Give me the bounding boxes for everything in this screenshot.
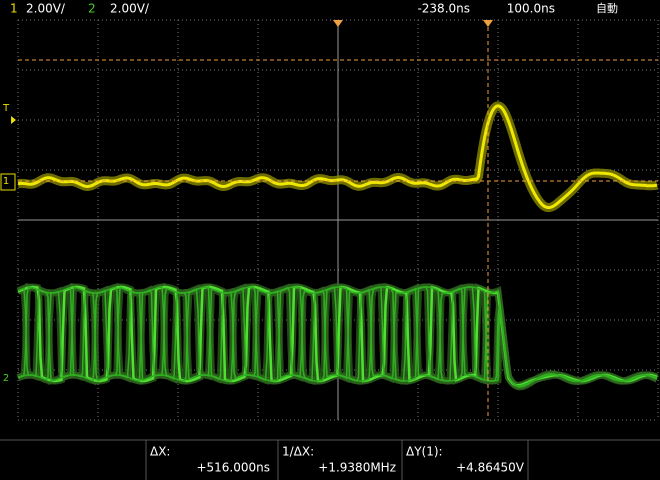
trigger-marker (11, 116, 16, 124)
waveforms (16, 101, 659, 391)
ch1-marker (0, 173, 16, 191)
measurements: ΔX: +516.000ns 1/ΔX: +1.9380MHz ΔY(1): +4.864… (145, 440, 529, 480)
acquire-mode[interactable]: 自動 (596, 1, 618, 15)
ch2-trace (17, 286, 658, 388)
measurement-value: +4.86450V (456, 461, 525, 475)
measurement-value: +1.9380MHz (318, 461, 396, 475)
ch2-label: 2 (88, 2, 96, 16)
measurement-label: ΔY(1): (406, 445, 443, 459)
ch2-scale: 2.00V/ (110, 2, 150, 16)
measurement-label: ΔX: (150, 445, 170, 459)
delay[interactable]: -238.0ns (417, 2, 470, 16)
measurement-value: +516.000ns (196, 461, 270, 475)
ch1-label: 1 (10, 2, 18, 16)
measurement-bar (0, 440, 660, 480)
timebase[interactable]: 100.0ns (507, 2, 555, 16)
ch2-marker-label: 2 (3, 373, 9, 384)
top-bar (0, 0, 660, 18)
cursor-marker (483, 20, 493, 27)
ch1-trace (17, 104, 658, 210)
ch1-scale: 2.00V/ (26, 2, 66, 16)
trigger-label: T (2, 103, 10, 114)
ch1-marker-label: 1 (3, 176, 9, 187)
delay-marker (333, 20, 343, 27)
measurement-label: 1/ΔX: (282, 445, 314, 459)
